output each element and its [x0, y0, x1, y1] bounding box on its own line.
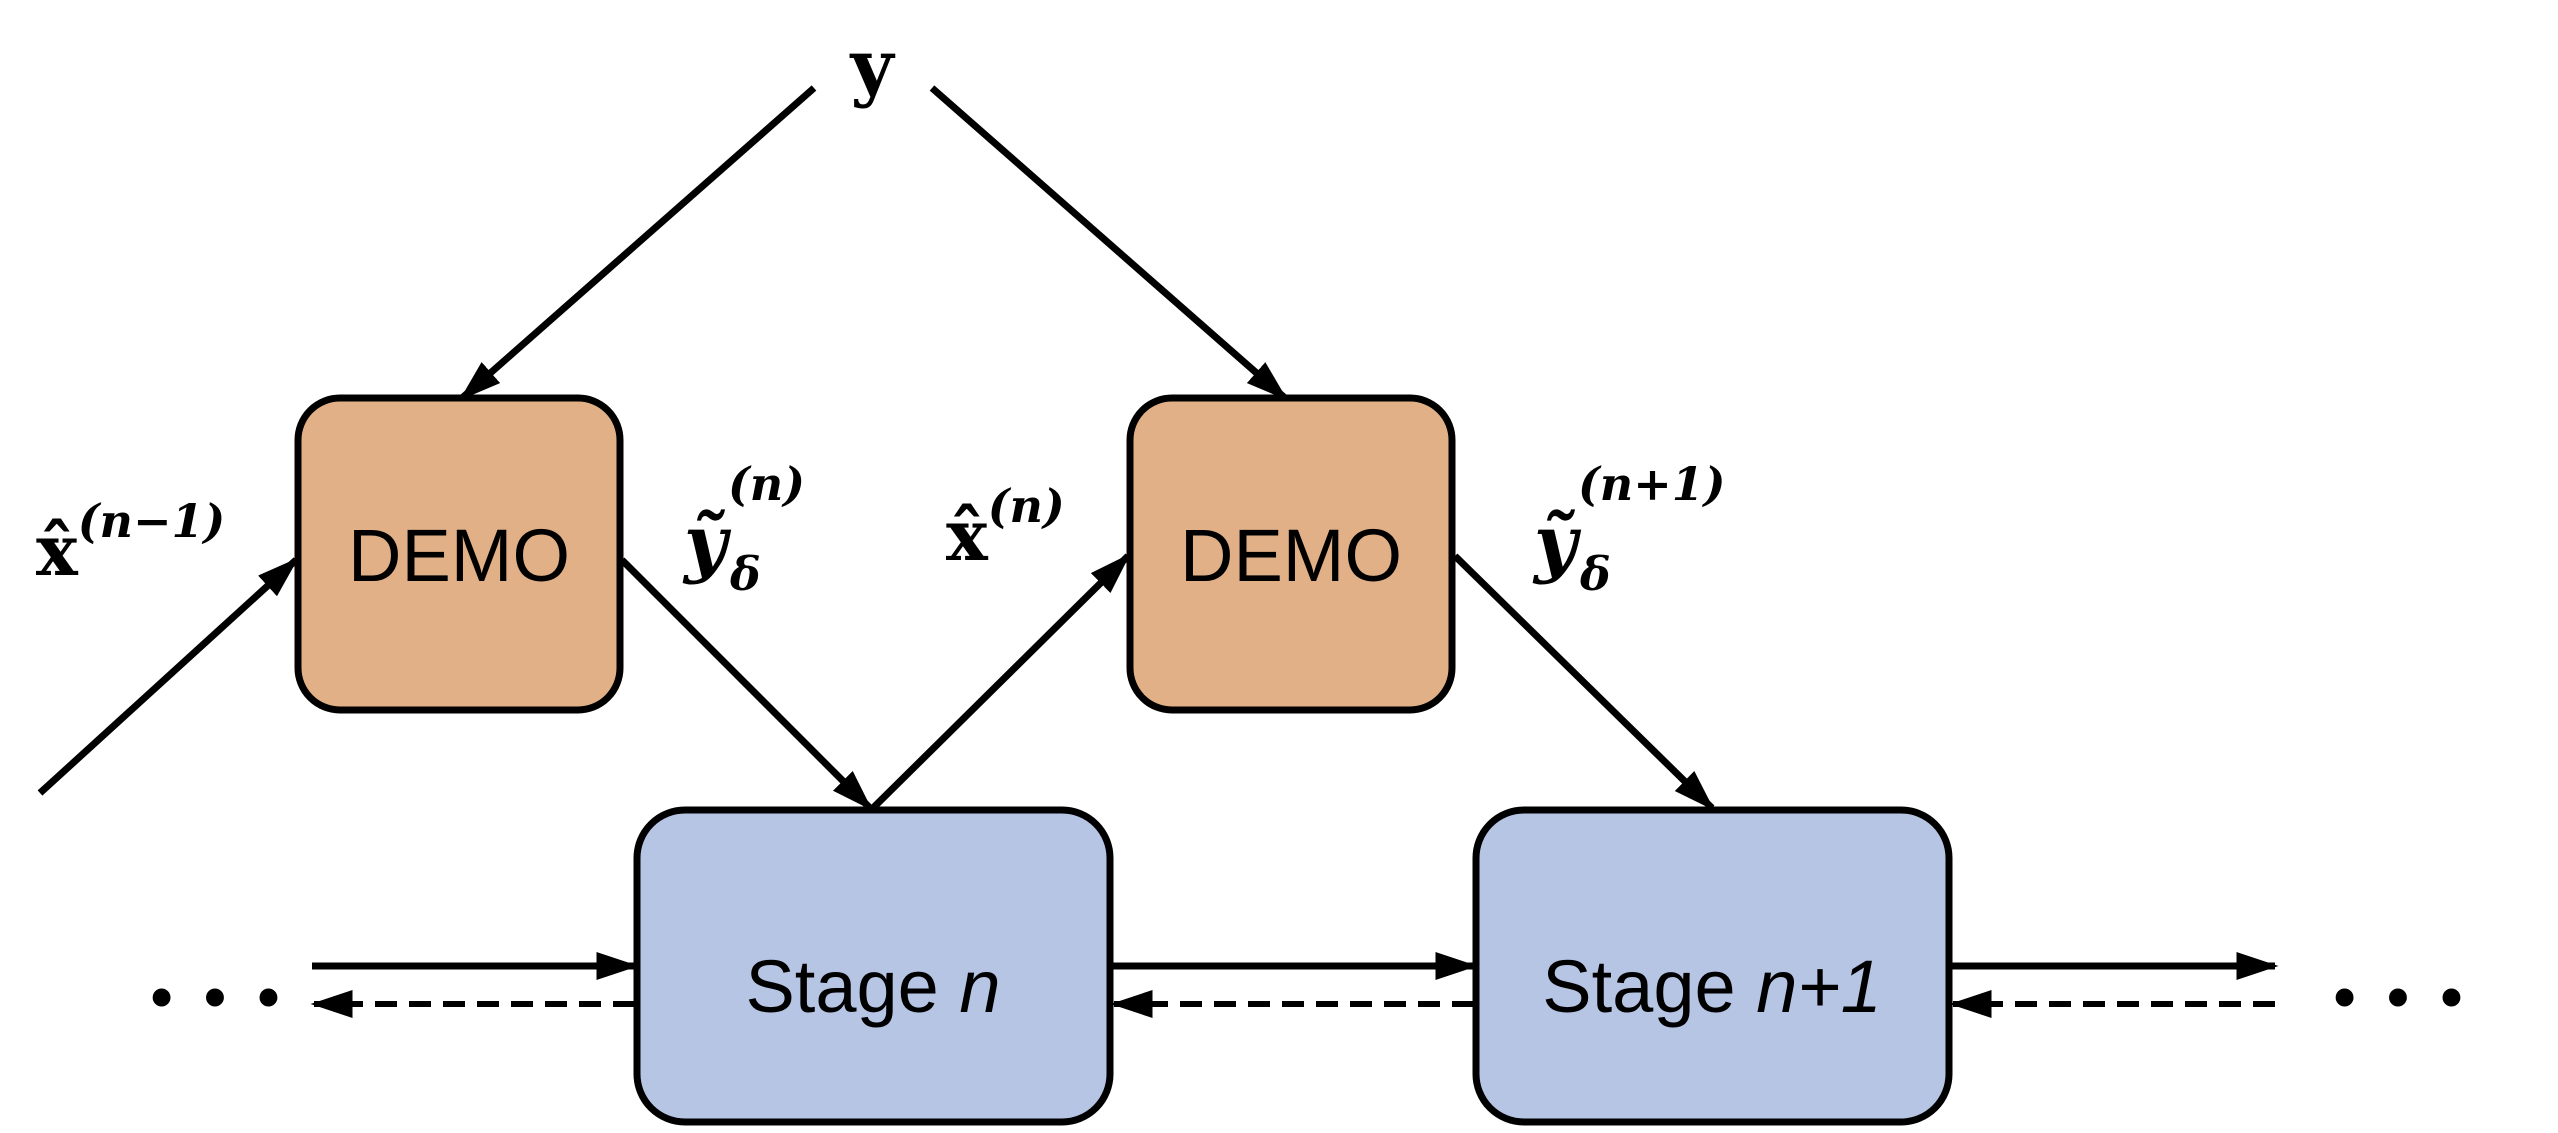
demo-output-n-superscript: (n): [728, 457, 805, 511]
stage-block-n: Stage n: [633, 806, 1114, 1126]
demo-block-2: DEMO: [1126, 394, 1456, 714]
estimate-label-prev: x̂(n−1): [36, 494, 225, 592]
demo-output-n-plus-1-superscript: (n+1): [1578, 457, 1726, 511]
demo-block-1-shape: [294, 394, 624, 714]
arrow-y-to-demo-2: [929, 85, 1288, 401]
demo-output-n-plus-1-base: ỹ: [1532, 500, 1582, 586]
demo-output-n-subscript: δ: [729, 547, 761, 601]
demo-output-label-n: ỹ (n) δ: [682, 457, 805, 601]
arrow-demo-1-to-stage-n: [619, 557, 873, 811]
demo-output-label-n-plus-1: ỹ (n+1) δ: [1532, 457, 1726, 601]
stage-n-plus-1-prefix: Stage: [1542, 945, 1756, 1028]
arrow-demo-2-to-stage-n-plus-1: [1452, 553, 1715, 811]
estimate-current-superscript: (n): [988, 479, 1065, 533]
stage-block-n-plus-1-label: Stage n+1: [1542, 945, 1881, 1028]
estimate-current-base: x̂: [946, 494, 989, 577]
continuation-dots-left: ...: [145, 915, 305, 1028]
estimate-prev-superscript: (n−1): [78, 494, 226, 548]
stage-block-n-plus-1: Stage n+1: [1472, 806, 1953, 1126]
stage-block-n-label: Stage n: [745, 945, 1000, 1028]
stage-n-prefix: Stage: [745, 945, 959, 1028]
estimate-prev-base: x̂: [36, 509, 79, 592]
demo-output-n-plus-1-subscript: δ: [1579, 547, 1611, 601]
demo-output-n-base: ỹ: [682, 500, 732, 586]
continuation-dots-right: ...: [2328, 915, 2488, 1028]
arrow-y-to-demo-1: [459, 85, 817, 401]
stage-n-variable: n: [959, 945, 1000, 1028]
demo-block-1: DEMO: [294, 394, 624, 714]
demo-block-2-label: DEMO: [1180, 514, 1402, 597]
demo-block-1-label: DEMO: [348, 514, 570, 597]
stage-n-plus-1-variable: n+1: [1756, 945, 1882, 1028]
input-y-label: y: [850, 24, 896, 110]
arrow-prev-estimate-to-demo-1: [37, 557, 299, 796]
arrow-stage-n-to-demo-2: [870, 553, 1131, 811]
estimate-label-current: x̂(n): [946, 479, 1065, 577]
